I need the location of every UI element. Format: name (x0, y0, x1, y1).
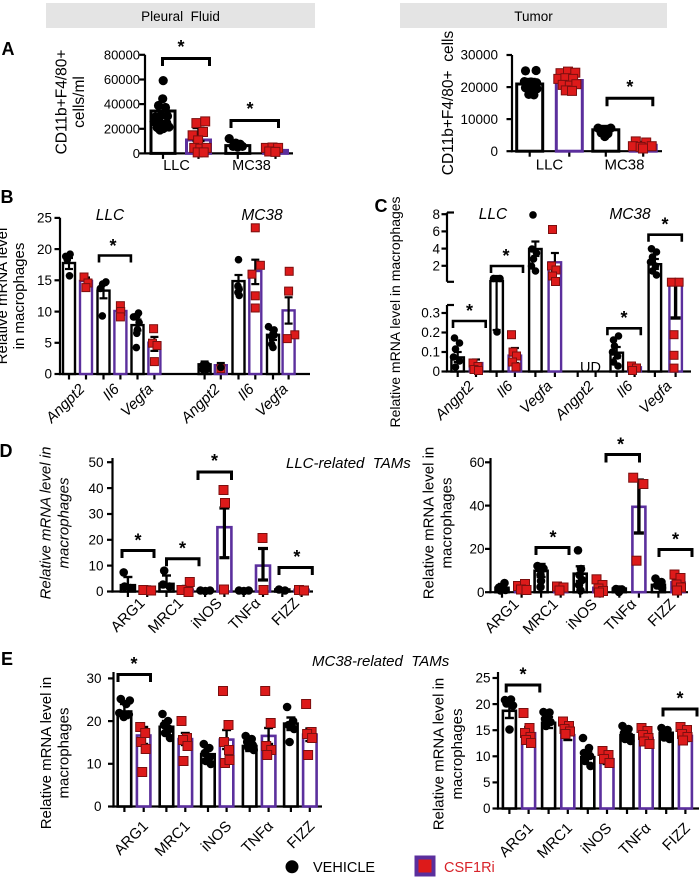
svg-text:0: 0 (490, 144, 498, 159)
svg-text:MC38: MC38 (604, 157, 644, 174)
svg-text:40: 40 (469, 498, 484, 513)
svg-text:UD: UD (580, 360, 601, 376)
svg-text:10: 10 (475, 749, 490, 764)
svg-text:2: 2 (432, 259, 440, 274)
svg-text:MC38: MC38 (232, 158, 271, 174)
svg-text:*: * (211, 451, 218, 471)
svg-text:40: 40 (88, 481, 103, 496)
svg-text:30: 30 (86, 671, 101, 686)
svg-text:*: * (626, 77, 633, 97)
svg-text:8: 8 (432, 207, 440, 222)
svg-text:*: * (134, 531, 141, 551)
svg-text:40000: 40000 (104, 97, 140, 112)
svg-text:60000: 60000 (104, 72, 140, 87)
svg-text:25: 25 (37, 211, 52, 226)
svg-text:20: 20 (88, 533, 103, 548)
svg-text:E: E (1, 649, 13, 669)
svg-text:*: * (549, 528, 556, 548)
svg-text:0.1: 0.1 (421, 345, 440, 360)
svg-text:D: D (0, 441, 13, 461)
svg-text:0.2: 0.2 (421, 325, 440, 340)
svg-text:0: 0 (44, 367, 52, 382)
svg-text:20: 20 (86, 714, 101, 729)
svg-text:20000: 20000 (104, 121, 140, 136)
svg-text:10: 10 (86, 757, 101, 772)
svg-text:LLC-related TAMs: LLC-related TAMs (286, 455, 411, 472)
svg-text:20000: 20000 (460, 80, 498, 95)
svg-text:CD11b+F4/80+ cells: CD11b+F4/80+ cells (440, 31, 457, 176)
svg-text:*: * (293, 547, 300, 567)
svg-text:20: 20 (475, 697, 490, 712)
svg-text:*: * (502, 246, 509, 266)
svg-text:CD11b+F4/80+: CD11b+F4/80+ (54, 50, 71, 155)
svg-text:0: 0 (483, 801, 491, 816)
svg-text:in macrophages: in macrophages (11, 243, 28, 350)
svg-text:LLC: LLC (96, 207, 125, 224)
svg-text:MC38: MC38 (609, 206, 651, 223)
svg-text:25: 25 (475, 671, 490, 686)
svg-text:Relative mRNA level in: Relative mRNA level in (38, 677, 55, 830)
svg-text:cells/ml: cells/ml (71, 76, 88, 128)
svg-text:30000: 30000 (460, 48, 498, 63)
svg-text:C: C (375, 196, 388, 216)
svg-text:60: 60 (469, 455, 484, 470)
svg-text:*: * (177, 37, 184, 57)
svg-text:Pleural Fluid: Pleural Fluid (141, 9, 220, 24)
svg-text:20: 20 (469, 542, 484, 557)
svg-text:Relative mRNA level in: Relative mRNA level in (38, 447, 55, 600)
svg-text:LLC: LLC (536, 157, 564, 174)
svg-text:Relative mRNA level in: Relative mRNA level in (431, 678, 448, 831)
svg-text:30: 30 (88, 507, 103, 522)
svg-text:*: * (617, 435, 624, 455)
svg-text:MC38-related TAMs: MC38-related TAMs (312, 653, 450, 670)
svg-text:Tumor: Tumor (514, 9, 553, 24)
svg-text:10: 10 (88, 558, 103, 573)
svg-text:*: * (672, 530, 679, 550)
svg-text:macrophages: macrophages (439, 478, 456, 569)
svg-text:MC38: MC38 (241, 207, 283, 224)
svg-text:Relative mRNA level in: Relative mRNA level in (421, 447, 438, 600)
svg-text:LLC: LLC (479, 206, 508, 223)
svg-text:*: * (109, 236, 116, 256)
svg-text:*: * (519, 665, 526, 685)
svg-text:0.3: 0.3 (421, 306, 440, 321)
svg-text:10000: 10000 (460, 112, 498, 127)
svg-text:50: 50 (88, 455, 103, 470)
svg-text:*: * (246, 99, 253, 119)
svg-text:0: 0 (94, 799, 102, 814)
svg-text:CSF1Ri: CSF1Ri (444, 860, 495, 876)
svg-text:0: 0 (432, 364, 440, 379)
svg-text:20: 20 (37, 242, 52, 257)
svg-text:*: * (620, 308, 627, 328)
svg-text:macrophages: macrophages (56, 708, 73, 799)
svg-text:*: * (676, 689, 683, 709)
svg-text:80000: 80000 (104, 47, 140, 62)
svg-text:5: 5 (483, 775, 491, 790)
svg-text:A: A (2, 39, 15, 59)
svg-text:15: 15 (475, 723, 490, 738)
svg-text:B: B (1, 187, 14, 207)
svg-text:15: 15 (37, 273, 52, 288)
svg-text:*: * (466, 301, 473, 321)
svg-text:Relative mRNA level: Relative mRNA level (0, 228, 11, 365)
svg-text:0: 0 (133, 146, 140, 161)
svg-text:macrophages: macrophages (56, 477, 73, 568)
svg-text:5: 5 (44, 336, 52, 351)
svg-text:Relative mRNA level in macroph: Relative mRNA level in macrophages (387, 196, 403, 427)
svg-text:*: * (179, 539, 186, 559)
svg-text:4: 4 (432, 241, 440, 256)
svg-text:0: 0 (96, 584, 104, 599)
svg-text:macrophages: macrophages (449, 709, 466, 800)
svg-text:6: 6 (432, 224, 440, 239)
svg-text:10: 10 (37, 304, 52, 319)
svg-text:LLC: LLC (163, 158, 190, 174)
svg-text:VEHICLE: VEHICLE (313, 860, 375, 876)
svg-text:*: * (661, 215, 668, 235)
svg-text:*: * (130, 654, 137, 674)
svg-text:0: 0 (477, 585, 485, 600)
